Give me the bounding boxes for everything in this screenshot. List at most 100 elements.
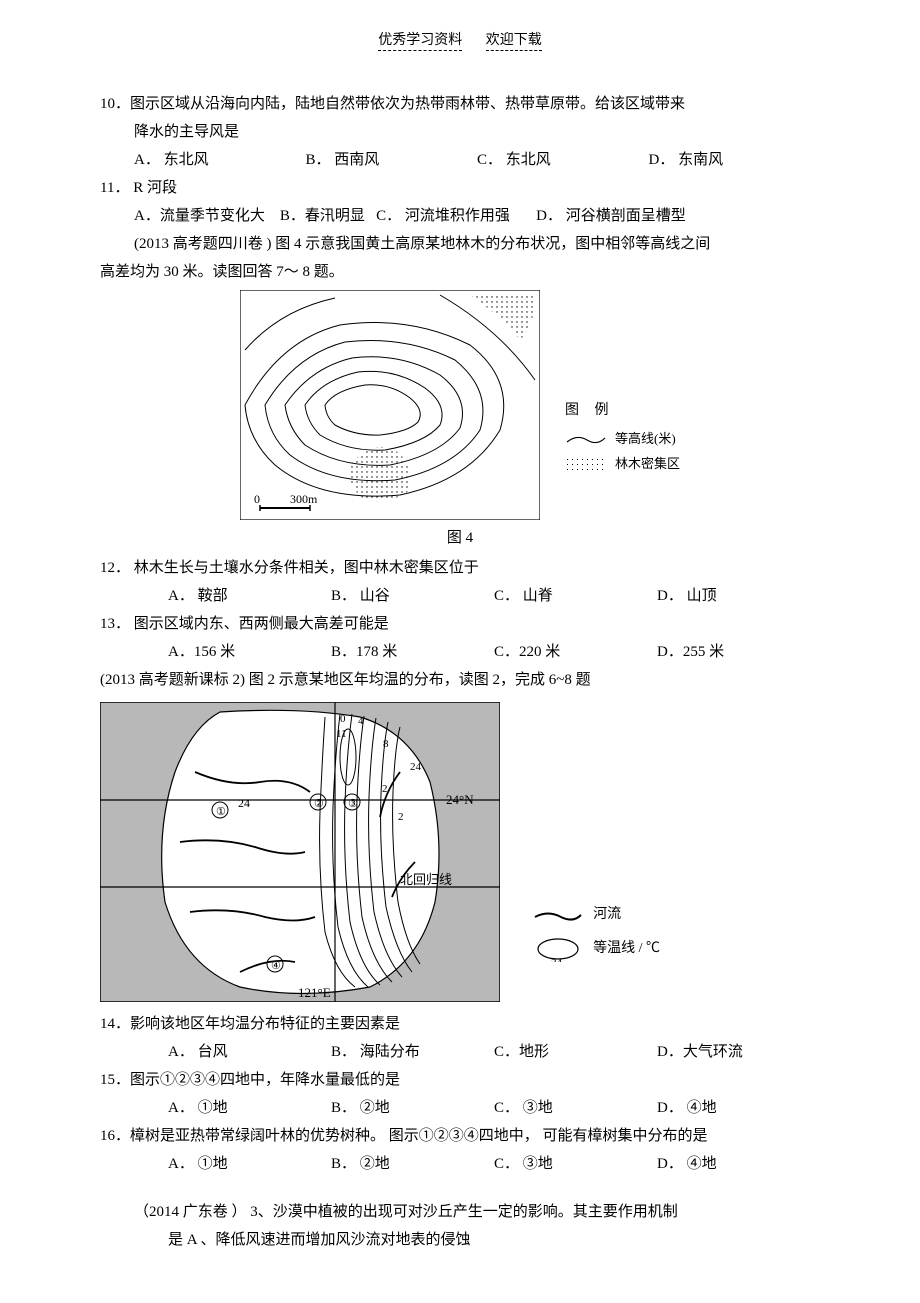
- q13-num: 13．: [100, 616, 130, 632]
- figure-4-legend: 图 例 等高线(米) 林木密集区: [565, 400, 680, 478]
- dot-sample-icon: [565, 457, 607, 471]
- q12-line: 12． 林木生长与土壤水分条件相关，图中林木密集区位于: [100, 556, 820, 580]
- q14-opt-a: A． 台风: [168, 1040, 331, 1064]
- q12-opt-d: D． 山顶: [657, 584, 820, 608]
- q16-opt-b: B． ②地: [331, 1152, 494, 1176]
- q15-opt-d: D． ④地: [657, 1096, 820, 1120]
- fig4-legend-title: 图 例: [565, 400, 680, 422]
- svg-text:①: ①: [216, 806, 226, 818]
- q15-opt-b: B． ②地: [331, 1096, 494, 1120]
- document-page: 优秀学习资料 欢迎下载 10．图示区域从沿海向内陆，陆地自然带依次为热带雨林带、…: [0, 0, 920, 1296]
- svg-text:2: 2: [382, 783, 388, 795]
- q15-num: 15．: [100, 1072, 130, 1088]
- svg-text:③: ③: [348, 798, 358, 810]
- svg-text:24: 24: [410, 761, 422, 773]
- page-header: 优秀学习资料 欢迎下载: [100, 30, 820, 52]
- q11-opt-d: D． 河谷横剖面呈槽型: [536, 208, 686, 224]
- q11-options: A．流量季节变化大 B．春汛明显 C． 河流堆积作用强 D． 河谷横剖面呈槽型: [134, 204, 820, 228]
- q13-opt-b: B．178 米: [331, 640, 494, 664]
- q16-num: 16．: [100, 1128, 130, 1144]
- qgd-line2: 是 A 、降低风速进而增加风沙流对地表的侵蚀: [100, 1228, 820, 1252]
- fig4-legend-row1: 等高线(米): [565, 429, 680, 450]
- figure-2-legend: 河流 24 等温线 / ℃: [533, 894, 660, 972]
- q10-options: A． 东北风 B． 西南风 C． 东北风 D． 东南风: [134, 148, 820, 172]
- q14-opt-b: B． 海陆分布: [331, 1040, 494, 1064]
- q15-line: 15．图示①②③④四地中，年降水量最低的是: [100, 1068, 820, 1092]
- q15-opt-a: A． ①地: [168, 1096, 331, 1120]
- qgd-line1: （2014 广东卷 ） 3、沙漠中植被的出现可对沙丘产生一定的影响。其主要作用机…: [100, 1200, 820, 1224]
- svg-text:2: 2: [398, 811, 404, 823]
- q12-text: 林木生长与土壤水分条件相关，图中林木密集区位于: [130, 560, 479, 576]
- header-right: 欢迎下载: [486, 33, 542, 51]
- svg-text:121°E: 121°E: [298, 985, 331, 1000]
- q12-opt-b: B． 山谷: [331, 584, 494, 608]
- figure-4-svg: 0 300m: [240, 290, 540, 520]
- fig4-legend-row2: 林木密集区: [565, 454, 680, 475]
- fig2-legend-river: 河流: [533, 904, 660, 926]
- q11-num: 11．: [100, 180, 129, 196]
- figure-4-caption: 图 4: [100, 526, 820, 550]
- q10-line1: 10．图示区域从沿海向内陆，陆地自然带依次为热带雨林带、热带草原带。给该区域带来: [100, 92, 820, 116]
- q16-text: 樟树是亚热带常绿阔叶林的优势树种。 图示①②③④四地中， 可能有樟树集中分布的是: [130, 1128, 708, 1144]
- q10-opt-b: B． 西南风: [306, 148, 478, 172]
- fig4-legend1-text: 等高线(米): [615, 429, 676, 450]
- q13-line: 13． 图示区域内东、西两侧最大高差可能是: [100, 612, 820, 636]
- q11-opt-c: C． 河流堆积作用强: [376, 208, 510, 224]
- q11-line: 11． R 河段: [100, 176, 820, 200]
- q14-num: 14．: [100, 1016, 130, 1032]
- q12-opt-a: A． 鞍部: [168, 584, 331, 608]
- q12-num: 12．: [100, 560, 130, 576]
- q15-opt-c: C． ③地: [494, 1096, 657, 1120]
- q10-line2: 降水的主导风是: [100, 120, 820, 144]
- svg-text:②: ②: [314, 798, 324, 810]
- q13-opt-d: D．255 米: [657, 640, 820, 664]
- q16-opt-d: D． ④地: [657, 1152, 820, 1176]
- figure-2: ① ② ③ ④ 24°N 北回归线 121°E 24 0 4 8 11 2 2 …: [100, 702, 650, 1002]
- q11-opt-a: A．流量季节变化大: [134, 208, 265, 224]
- q11-opt-b: B．春汛明显: [280, 208, 365, 224]
- fig4-scale-zero: 0: [254, 492, 260, 506]
- passage4-line1: (2013 高考题四川卷 ) 图 4 示意我国黄土高原某地林木的分布状况，图中相…: [100, 232, 820, 256]
- q14-opt-d: D．大气环流: [657, 1040, 820, 1064]
- q16-options: A． ①地 B． ②地 C． ③地 D． ④地: [168, 1152, 820, 1176]
- svg-text:8: 8: [383, 738, 389, 750]
- q16-opt-a: A． ①地: [168, 1152, 331, 1176]
- fig2-legend-iso: 24 等温线 / ℃: [533, 936, 660, 962]
- q13-text: 图示区域内东、西两侧最大高差可能是: [130, 616, 389, 632]
- q14-options: A． 台风 B． 海陆分布 C．地形 D．大气环流: [168, 1040, 820, 1064]
- q14-line: 14．影响该地区年均温分布特征的主要因素是: [100, 1012, 820, 1036]
- svg-text:4: 4: [358, 715, 364, 727]
- fig4-scale-dist: 300m: [290, 492, 318, 506]
- q10-opt-c: C． 东北风: [477, 148, 649, 172]
- q10-num: 10．: [100, 96, 130, 112]
- svg-text:24: 24: [238, 796, 250, 810]
- q16-opt-c: C． ③地: [494, 1152, 657, 1176]
- header-left: 优秀学习资料: [378, 33, 462, 51]
- svg-text:24: 24: [551, 957, 563, 962]
- svg-text:24°N: 24°N: [446, 792, 474, 807]
- q10-text1: 图示区域从沿海向内陆，陆地自然带依次为热带雨林带、热带草原带。给该区域带来: [130, 96, 685, 112]
- fig2-legend-iso-text: 等温线 / ℃: [593, 938, 660, 960]
- q13-opt-c: C．220 米: [494, 640, 657, 664]
- fig4-legend2-text: 林木密集区: [615, 454, 680, 475]
- q15-options: A． ①地 B． ②地 C． ③地 D． ④地: [168, 1096, 820, 1120]
- passage2-line: (2013 高考题新课标 2) 图 2 示意某地区年均温的分布，读图 2，完成 …: [100, 668, 820, 692]
- q15-text: 图示①②③④四地中，年降水量最低的是: [130, 1072, 400, 1088]
- svg-text:北回归线: 北回归线: [400, 872, 452, 887]
- q11-text: R 河段: [129, 180, 177, 196]
- svg-text:0: 0: [340, 713, 346, 725]
- q14-opt-c: C．地形: [494, 1040, 657, 1064]
- passage4-line2: 高差均为 30 米。读图回答 7～ 8 题。: [100, 260, 820, 284]
- q12-opt-c: C． 山脊: [494, 584, 657, 608]
- q10-opt-a: A． 东北风: [134, 148, 306, 172]
- q10-opt-d: D． 东南风: [649, 148, 821, 172]
- q13-opt-a: A．156 米: [168, 640, 331, 664]
- svg-text:④: ④: [271, 960, 281, 972]
- q14-text: 影响该地区年均温分布特征的主要因素是: [130, 1016, 400, 1032]
- figure-4: 0 300m 图 例 等高线(米) 林木密集区: [240, 290, 680, 520]
- q12-options: A． 鞍部 B． 山谷 C． 山脊 D． 山顶: [168, 584, 820, 608]
- svg-text:11: 11: [336, 728, 347, 740]
- q13-options: A．156 米 B．178 米 C．220 米 D．255 米: [168, 640, 820, 664]
- q16-line: 16．樟树是亚热带常绿阔叶林的优势树种。 图示①②③④四地中， 可能有樟树集中分…: [100, 1124, 820, 1148]
- figure-2-svg: ① ② ③ ④ 24°N 北回归线 121°E 24 0 4 8 11 2 2 …: [100, 702, 500, 1002]
